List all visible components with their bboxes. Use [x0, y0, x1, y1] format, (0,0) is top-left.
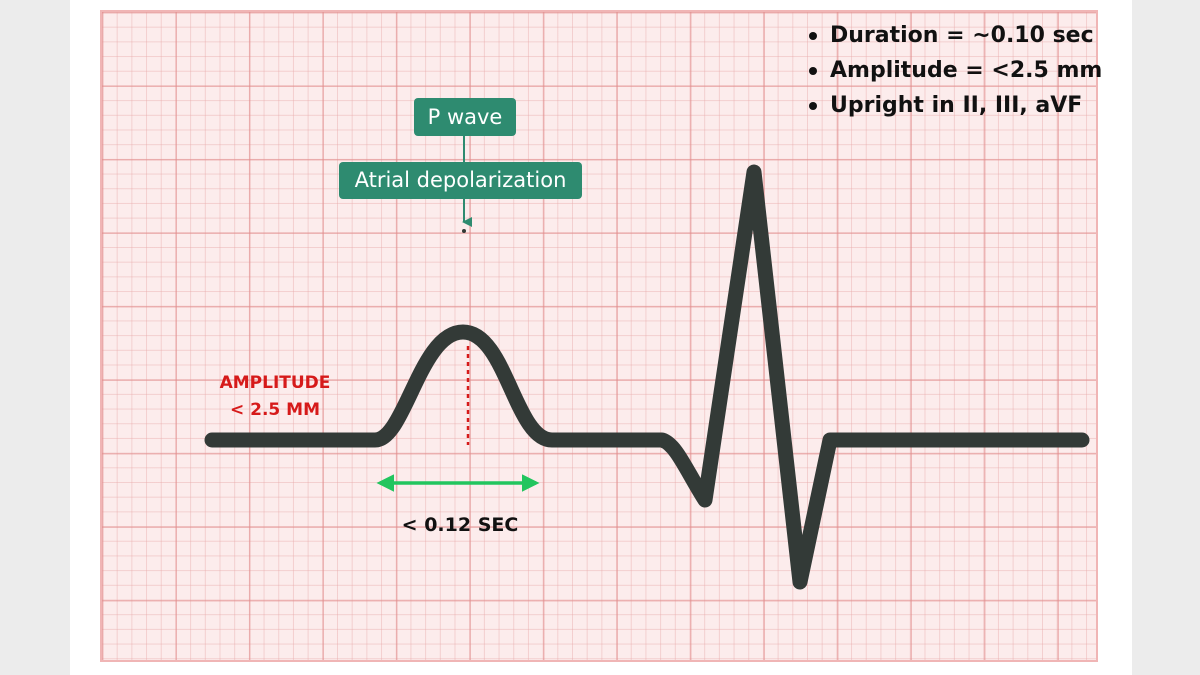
info-upright-leads: Upright in II, III, aVF	[806, 88, 1102, 123]
p-wave-tag: P wave	[414, 98, 516, 136]
info-list: Duration = ~0.10 sec Amplitude = <2.5 mm…	[806, 18, 1102, 123]
amplitude-label-line1: AMPLITUDE	[219, 373, 331, 393]
amplitude-label: AMPLITUDE < 2.5 MM	[200, 370, 350, 424]
duration-label: < 0.12 SEC	[401, 514, 519, 536]
info-amplitude: Amplitude = <2.5 mm	[806, 53, 1102, 88]
atrial-depolarization-tag: Atrial depolarization	[339, 162, 582, 199]
amplitude-label-line2: < 2.5 MM	[229, 400, 321, 420]
ecg-grid-paper	[100, 10, 1098, 662]
ecg-trace	[204, 164, 1090, 590]
pointer-dot	[462, 229, 466, 233]
info-duration: Duration = ~0.10 sec	[806, 18, 1102, 53]
